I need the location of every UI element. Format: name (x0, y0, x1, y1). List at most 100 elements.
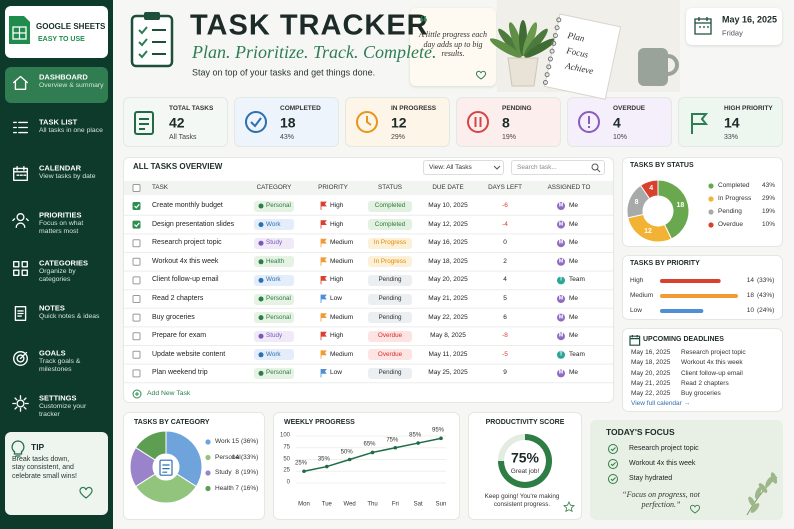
priority-value: 14 (746, 277, 754, 285)
point-label: 50% (340, 448, 353, 455)
stat-icon-part (134, 111, 154, 135)
checkbox[interactable] (132, 313, 141, 322)
priority-label: Low (630, 307, 642, 315)
bulb-icon (11, 440, 25, 457)
subtitle: Plan. Prioritize. Track. Complete. (192, 42, 437, 63)
plant-leaf (523, 28, 548, 57)
due-date: May 12, 2025 (428, 220, 468, 228)
checkbox[interactable] (132, 332, 141, 341)
nav-desc[interactable]: View tasks by date (39, 173, 96, 180)
quote-text: A little progress each day adds up to bi… (419, 30, 487, 59)
category-pill (254, 330, 294, 342)
priority-label: Medium (330, 313, 354, 321)
point-label: 35% (317, 455, 330, 462)
nav-desc[interactable]: Overview & summary (39, 82, 104, 89)
nav-icon (13, 166, 28, 181)
clipboard-icon (159, 459, 173, 476)
nav-desc[interactable]: Organize by categories (39, 268, 76, 284)
search-placeholder[interactable]: Search task... (517, 164, 557, 172)
task-name: Research project topic (152, 238, 222, 246)
nav-label[interactable]: NOTES (39, 303, 65, 313)
checkbox[interactable] (132, 239, 141, 248)
nav-item[interactable] (5, 67, 108, 103)
checkbox[interactable] (132, 276, 141, 285)
avatar-letter: M (558, 221, 564, 228)
deadline-date: May 20, 2025 (631, 369, 671, 377)
stat-icon-part (139, 118, 149, 130)
donut-segment (639, 179, 659, 200)
progress-point (325, 464, 329, 469)
checkbox[interactable] (132, 350, 141, 359)
calendar-link[interactable]: View full calendar → (631, 400, 691, 408)
calendar (629, 335, 641, 346)
calendar-icon (629, 335, 641, 346)
progress-point (439, 436, 443, 441)
nav-desc[interactable]: Track goals & milestones (39, 358, 81, 374)
nav-desc[interactable]: Quick notes & ideas (39, 313, 100, 320)
category-pill (254, 219, 294, 231)
add-task[interactable]: Add New Task (147, 389, 191, 397)
task-name: Plan weekend trip (152, 369, 208, 377)
assignee: Me (569, 313, 579, 321)
priority-label: Medium (330, 350, 354, 358)
assignee: Me (569, 295, 579, 303)
header-checkbox (132, 184, 141, 192)
point-label: 95% (431, 427, 445, 434)
days-left: 9 (503, 369, 507, 377)
status-label: Pending (378, 276, 402, 284)
assignee: Me (569, 239, 579, 247)
category-pill (254, 293, 294, 305)
date-card (686, 8, 782, 45)
status-pill (368, 349, 412, 361)
checkbox[interactable] (132, 220, 141, 229)
category-icon (258, 222, 264, 228)
nav-label[interactable]: CALENDAR (39, 163, 82, 173)
category-icon (258, 352, 264, 358)
category-pill (254, 312, 294, 324)
nav-label[interactable]: GOALS (39, 348, 66, 358)
nav-label[interactable]: TASK LIST (39, 117, 78, 127)
focus-item: Stay hydrated (629, 474, 673, 482)
legend-share: (16%) (241, 484, 259, 492)
nav-desc[interactable]: Focus on what matters most (39, 220, 84, 236)
nav-desc[interactable]: All tasks in one place (39, 127, 103, 134)
nav-desc[interactable]: Customize your tracker (39, 403, 87, 419)
nav-label[interactable]: DASHBOARD (39, 72, 88, 82)
stat-card (678, 97, 783, 147)
legend-swatch (205, 454, 211, 461)
search-box[interactable] (511, 160, 605, 175)
stat-value: 42 (169, 114, 185, 131)
segment-label: 8 (634, 198, 639, 206)
stat-label: OVERDUE (613, 105, 646, 113)
nav-label[interactable]: SETTINGS (39, 393, 77, 403)
checkbox[interactable] (132, 295, 141, 303)
focus-check (608, 474, 618, 484)
focus-item: Workout 4x this week (629, 459, 696, 467)
avatar (557, 220, 565, 229)
legend-share: 19% (761, 208, 775, 216)
y-tick-label: 75 (283, 444, 290, 451)
score-note: Keep going! You're making consistent pro… (484, 493, 560, 508)
point-label: 75% (386, 437, 399, 444)
avatar-letter: M (558, 332, 564, 339)
nav-icon (13, 351, 28, 366)
legend-label: Completed (718, 182, 750, 190)
tagline: Stay on top of your tasks and get things… (192, 67, 376, 78)
checkbox[interactable] (132, 369, 141, 378)
nav-label[interactable]: PRIORITIES (39, 210, 82, 220)
segment-label: 12 (644, 227, 652, 235)
category-label: Personal (266, 369, 291, 377)
nav-label[interactable]: CATEGORIES (39, 258, 89, 268)
mug-handle (667, 54, 679, 76)
filter-label[interactable]: View: All Tasks (429, 164, 472, 172)
status-label: Pending (378, 313, 402, 321)
due-date: May 10, 2025 (428, 202, 468, 210)
avatar (557, 350, 565, 359)
checkbox[interactable] (132, 202, 141, 210)
priority-bar (660, 279, 721, 283)
stat-icon (578, 111, 600, 133)
stat-label: PENDING (502, 105, 532, 113)
checkbox[interactable] (132, 257, 141, 266)
filter-dropdown[interactable] (423, 160, 504, 175)
